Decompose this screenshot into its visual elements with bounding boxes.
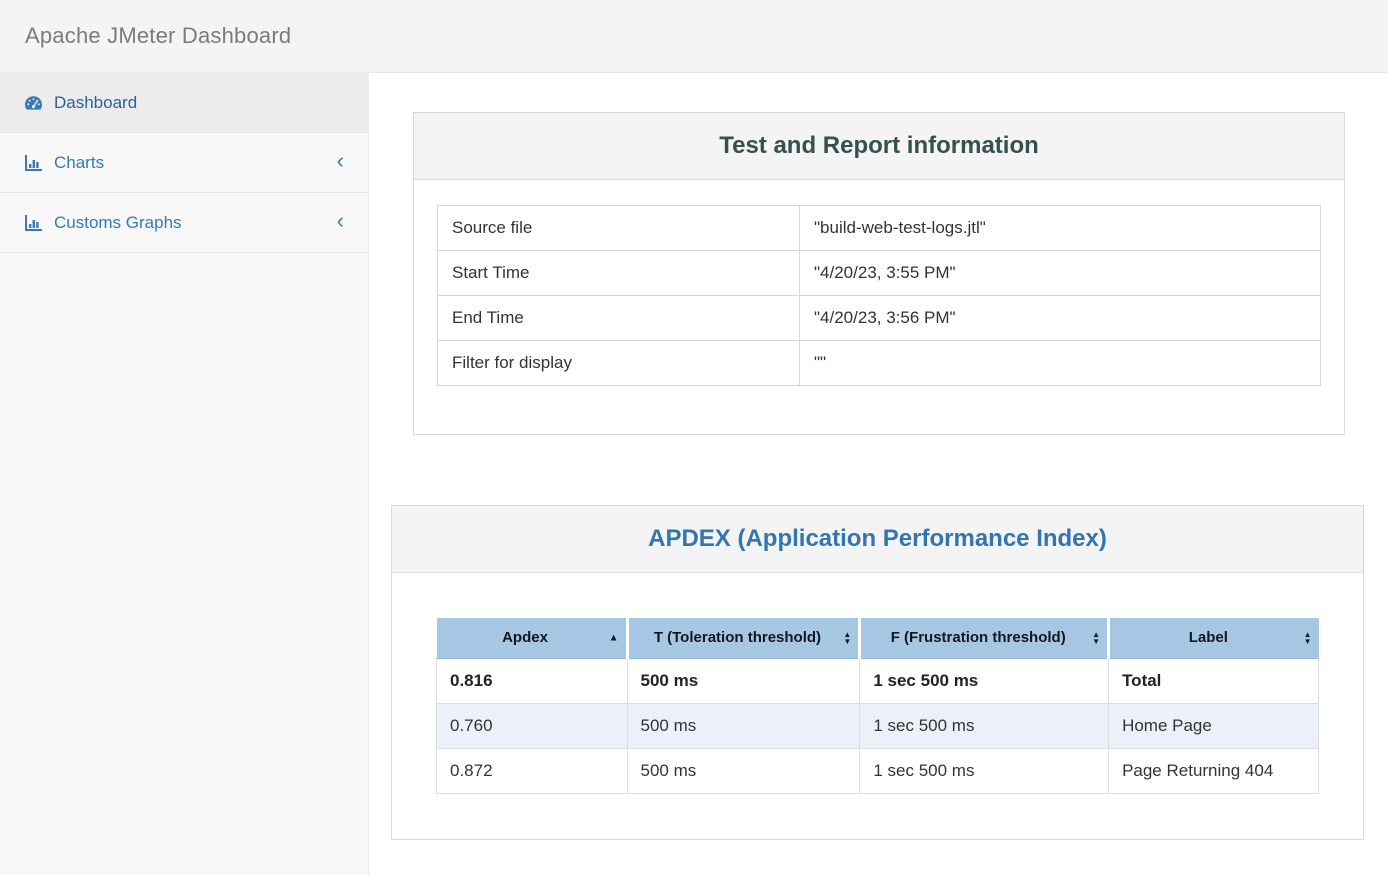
table-header-row: Apdex ▲ T (Toleration threshold) ▲ ▼ F (F… [436, 618, 1319, 659]
apdex-panel: APDEX (Application Performance Index) Ap… [391, 505, 1364, 840]
panel-heading: Test and Report information [414, 113, 1344, 180]
info-value: "4/20/23, 3:56 PM" [799, 295, 1321, 341]
toleration-value: 500 ms [626, 657, 861, 704]
panel-body: Apdex ▲ T (Toleration threshold) ▲ ▼ F (F… [392, 573, 1363, 839]
column-header-toleration[interactable]: T (Toleration threshold) ▲ ▼ [625, 618, 860, 659]
test-report-info-panel: Test and Report information Source file … [413, 112, 1345, 435]
panel-heading: APDEX (Application Performance Index) [392, 506, 1363, 573]
app-title: Apache JMeter Dashboard [25, 23, 292, 48]
sidebar: Dashboard Charts ‹ [0, 73, 369, 875]
sidebar-item-label: Charts [54, 152, 105, 172]
test-report-info-table: Source file "build-web-test-logs.jtl" St… [436, 205, 1321, 386]
apdex-panel-title: APDEX (Application Performance Index) [648, 525, 1107, 552]
table-row: Start Time "4/20/23, 3:55 PM" [436, 250, 1321, 296]
info-panel-title: Test and Report information [719, 132, 1039, 159]
apdex-value: 0.816 [436, 657, 628, 704]
app-header: Apache JMeter Dashboard [0, 0, 1388, 73]
label-value: Page Returning 404 [1108, 747, 1319, 794]
toleration-value: 500 ms [626, 702, 861, 749]
frustration-value: 1 sec 500 ms [859, 657, 1110, 704]
sidebar-item-charts[interactable]: Charts ‹ [0, 133, 368, 193]
info-label: Filter for display [436, 340, 801, 386]
column-header-apdex[interactable]: Apdex ▲ [436, 618, 627, 659]
sort-both-icon[interactable]: ▲ ▼ [1092, 629, 1101, 646]
chevron-left-icon[interactable]: ‹ [336, 147, 344, 173]
info-label: End Time [436, 295, 801, 341]
table-row: 0.760 500 ms 1 sec 500 ms Home Page [436, 702, 1319, 749]
info-label: Start Time [436, 250, 801, 296]
bar-chart-icon [24, 214, 44, 231]
apdex-table: Apdex ▲ T (Toleration threshold) ▲ ▼ F (F… [436, 618, 1319, 794]
sort-both-icon[interactable]: ▲ ▼ [843, 629, 852, 646]
sidebar-item-dashboard[interactable]: Dashboard [0, 73, 368, 133]
info-value: "build-web-test-logs.jtl" [799, 205, 1321, 251]
table-row-total: 0.816 500 ms 1 sec 500 ms Total [436, 657, 1319, 704]
gauge-dashboard-icon [24, 95, 44, 111]
table-row: End Time "4/20/23, 3:56 PM" [436, 295, 1321, 341]
sidebar-item-customs-graphs[interactable]: Customs Graphs ‹ [0, 193, 368, 253]
label-value: Total [1108, 657, 1319, 704]
table-row: Filter for display "" [436, 340, 1321, 386]
info-label: Source file [436, 205, 801, 251]
main-content: Test and Report information Source file … [369, 73, 1388, 875]
panel-body: Source file "build-web-test-logs.jtl" St… [414, 180, 1344, 434]
chevron-left-icon[interactable]: ‹ [336, 207, 344, 233]
info-value: "" [799, 340, 1321, 386]
frustration-value: 1 sec 500 ms [859, 747, 1110, 794]
column-header-frustration[interactable]: F (Frustration threshold) ▲ ▼ [858, 618, 1109, 659]
sort-ascending-icon[interactable]: ▲ [608, 632, 619, 644]
sidebar-item-label: Dashboard [54, 92, 138, 112]
frustration-value: 1 sec 500 ms [859, 702, 1110, 749]
apdex-value: 0.872 [436, 747, 628, 794]
column-header-label[interactable]: Label ▲ ▼ [1107, 618, 1319, 659]
sort-both-icon[interactable]: ▲ ▼ [1303, 629, 1312, 646]
table-row: Source file "build-web-test-logs.jtl" [436, 205, 1321, 251]
toleration-value: 500 ms [626, 747, 861, 794]
info-value: "4/20/23, 3:55 PM" [799, 250, 1321, 296]
sidebar-item-label: Customs Graphs [54, 212, 182, 232]
table-row: 0.872 500 ms 1 sec 500 ms Page Returning… [436, 747, 1319, 794]
label-value: Home Page [1108, 702, 1319, 749]
bar-chart-icon [24, 154, 44, 171]
apdex-value: 0.760 [436, 702, 628, 749]
